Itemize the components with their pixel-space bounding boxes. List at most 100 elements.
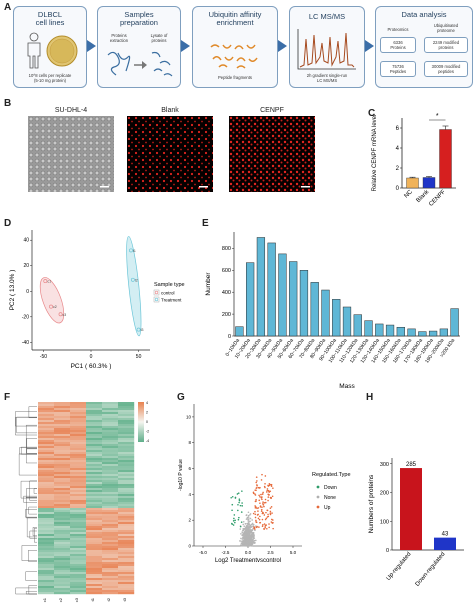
dendrogram-branch [29, 480, 37, 501]
heatmap-cell [38, 590, 55, 593]
heatmap-cell [102, 578, 119, 581]
heatmap-cell [86, 450, 103, 453]
heatmap-cell [102, 482, 119, 485]
x-tick-label: -2.5 [222, 550, 230, 555]
heatmap-cell [118, 500, 135, 503]
heatmap-cell [118, 430, 135, 433]
heatmap-cell [70, 546, 87, 549]
heatmap-cell [38, 558, 55, 561]
dendrogram-branch [21, 545, 37, 561]
heatmap-cell [70, 510, 87, 513]
dendrogram-branch [15, 587, 37, 595]
heatmap-cell [70, 488, 87, 491]
heatmap-cell [86, 468, 103, 471]
heatmap-cell [102, 574, 119, 577]
volcano-point [237, 518, 240, 521]
volcano-point [248, 540, 251, 543]
heatmap-cell [102, 536, 119, 539]
heatmap-cell [54, 418, 71, 421]
volcano-points [230, 473, 274, 547]
volcano-point [252, 512, 255, 515]
pca-point-label: c2 [53, 305, 57, 309]
volcano-point [243, 545, 245, 547]
heatmap-cell [54, 422, 71, 425]
heatmap-cell [70, 404, 87, 407]
panel-label-f: F [4, 392, 11, 403]
volcano-point [264, 486, 266, 489]
legend-label: control [161, 291, 175, 296]
dendrogram-branch [26, 424, 37, 449]
heatmap-cell [70, 514, 87, 517]
bar [406, 177, 419, 189]
volcano-point [252, 523, 255, 526]
heatmap-cell [54, 554, 71, 557]
volcano-point [263, 505, 265, 508]
heatmap-cell [38, 536, 55, 539]
heatmap-cell [102, 462, 119, 465]
heatmap-cell [54, 586, 71, 589]
heatmap-cell [102, 466, 119, 469]
heatmap-cell [118, 422, 135, 425]
heatmap-cell [102, 514, 119, 517]
heatmap-cell [118, 446, 135, 449]
volcano-point [257, 517, 260, 520]
volcano-point [247, 518, 250, 520]
heatmap-cell [54, 508, 71, 511]
heatmap-cell [86, 516, 103, 519]
volcano-point [264, 475, 267, 477]
heatmap-cell [70, 464, 87, 467]
heatmap-cell [38, 402, 55, 405]
legend-marker [316, 485, 320, 489]
heatmap-cell [118, 496, 135, 499]
chart-e-mass-distribution: 02004006008000~10kDa10~20kDa20~30kDa30~4… [205, 232, 460, 388]
volcano-point [271, 495, 274, 498]
heatmap-cell [54, 456, 71, 459]
volcano-point [246, 533, 248, 536]
heatmap-cell [102, 478, 119, 481]
panel-label-h: H [366, 392, 374, 403]
heatmap-cell [86, 424, 103, 427]
heatmap-cell [118, 472, 135, 475]
legend-key [153, 296, 160, 303]
heatmap-cell [38, 500, 55, 503]
heatmap-cell [54, 560, 71, 563]
heatmap-cell [38, 470, 55, 473]
heatmap-cell [102, 584, 119, 587]
y-tick-label: 6 [396, 126, 400, 132]
heatmap-cell [86, 512, 103, 515]
color-legend-tick: 2 [146, 411, 148, 415]
heatmap-cell [102, 418, 119, 421]
volcano-point [262, 491, 264, 494]
heatmap-cell [54, 482, 71, 485]
bar [428, 330, 438, 337]
heatmap-cell [118, 418, 135, 421]
heatmap-cell [70, 592, 87, 595]
heatmap-cell [38, 564, 55, 567]
color-legend-bar [138, 402, 144, 442]
volcano-point [258, 494, 260, 497]
volcano-point [248, 526, 251, 529]
heatmap-cell [102, 530, 119, 533]
y-tick-label: 4 [188, 492, 191, 497]
volcano-point [263, 528, 266, 530]
heatmap-cell [86, 460, 103, 463]
heatmap-cell [102, 486, 119, 489]
heatmap-cell [118, 560, 135, 563]
volcano-point [270, 521, 273, 523]
volcano-point [247, 514, 250, 517]
heatmap-cell [86, 426, 103, 429]
heatmap-cell [38, 480, 55, 483]
heatmap-cell [118, 454, 135, 457]
volcano-point [243, 525, 246, 528]
heatmap-cell [102, 402, 119, 405]
volcano-point [243, 538, 246, 541]
volcano-point [232, 524, 235, 526]
y-axis-label: Numbers of proteins [368, 474, 375, 533]
heatmap-cell [70, 564, 87, 567]
heatmap-cell [118, 488, 135, 491]
significance-mark: * [436, 113, 439, 120]
x-axis-label: Mass [339, 383, 355, 388]
heatmap-cell [102, 464, 119, 467]
heatmap-cell [38, 524, 55, 527]
